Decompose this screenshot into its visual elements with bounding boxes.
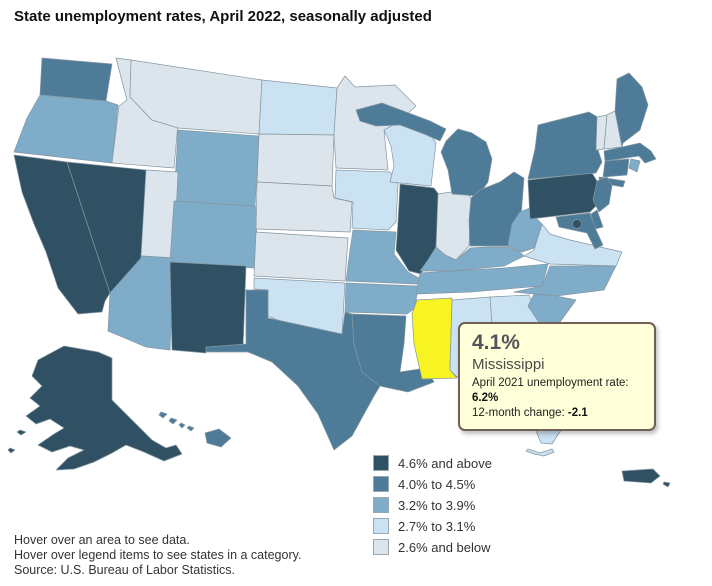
state-or[interactable] (13, 94, 119, 164)
legend-swatch-32-to-39 (373, 497, 389, 513)
legend-label-26-and-below: 2.6% and below (398, 539, 491, 555)
state-co[interactable] (169, 200, 259, 269)
state-va[interactable] (523, 223, 623, 267)
tooltip-value: 4.1% (472, 331, 520, 354)
state-ny[interactable] (527, 111, 603, 180)
state-sd[interactable] (256, 133, 335, 187)
state-tooltip: 4.1% Mississippi April 2021 unemployment… (458, 322, 656, 431)
state-mi[interactable] (440, 128, 493, 197)
state-pr[interactable] (621, 468, 671, 488)
state-ar[interactable] (344, 282, 419, 315)
legend-label-27-to-31: 2.7% to 3.1% (398, 518, 476, 534)
state-wa[interactable] (39, 57, 113, 102)
state-nd[interactable] (258, 79, 338, 136)
footer-legend-note: Hover over legend items to see states in… (14, 548, 302, 562)
legend-swatch-40-to-45 (373, 476, 389, 492)
page-title: State unemployment rates, April 2022, se… (14, 8, 432, 25)
legend-swatch-46-and-above (373, 455, 389, 471)
legend-swatch-27-to-31 (373, 518, 389, 534)
legend-item-32-to-39[interactable]: 3.2% to 3.9% (373, 497, 492, 513)
tooltip-state-name: Mississippi (472, 356, 545, 373)
footer-hover-note: Hover over an area to see data. (14, 533, 190, 547)
state-me[interactable] (614, 72, 649, 148)
state-dc[interactable] (572, 219, 582, 229)
tooltip-detail-change-value: -2.1 (567, 407, 588, 419)
footer-source-note: Source: U.S. Bureau of Labor Statistics. (14, 563, 235, 577)
state-ks[interactable] (253, 231, 349, 282)
legend-item-40-to-45[interactable]: 4.0% to 4.5% (373, 476, 492, 492)
legend-swatch-26-and-below (373, 539, 389, 555)
state-ri[interactable] (628, 158, 641, 173)
state-in[interactable] (435, 189, 472, 261)
state-hi[interactable] (158, 411, 232, 448)
state-ak[interactable] (7, 345, 183, 471)
legend-label-40-to-45: 4.0% to 4.5% (398, 476, 476, 492)
state-nm[interactable] (169, 261, 247, 354)
state-wy[interactable] (173, 129, 260, 207)
footer-notes: Hover over an area to see data. Hover ov… (14, 533, 301, 578)
tooltip-detail-prior-rate-label: April 2021 unemployment rate: (472, 377, 629, 389)
state-ma[interactable] (603, 142, 657, 164)
tooltip-detail-prior-rate-value: 6.2% (472, 392, 499, 404)
tooltip-detail-prior-rate: April 2021 unemployment rate: 6.2% (472, 376, 642, 406)
state-ct[interactable] (602, 158, 630, 178)
state-ky[interactable] (419, 246, 525, 272)
tooltip-detail-change-label: 12-month change: (472, 407, 565, 419)
state-pa[interactable] (527, 172, 600, 220)
state-la[interactable] (351, 313, 435, 393)
legend-item-26-and-below[interactable]: 2.6% and below (373, 539, 492, 555)
legend: 4.6% and above 4.0% to 4.5% 3.2% to 3.9%… (373, 455, 492, 560)
legend-label-46-and-above: 4.6% and above (398, 455, 492, 471)
tooltip-detail-change: 12-month change: -2.1 (472, 406, 642, 421)
state-md[interactable] (555, 212, 604, 250)
legend-item-46-and-above[interactable]: 4.6% and above (373, 455, 492, 471)
state-tx[interactable] (205, 289, 381, 451)
state-up[interactable] (355, 102, 447, 142)
legend-label-32-to-39: 3.2% to 3.9% (398, 497, 476, 513)
legend-item-27-to-31[interactable]: 2.7% to 3.1% (373, 518, 492, 534)
